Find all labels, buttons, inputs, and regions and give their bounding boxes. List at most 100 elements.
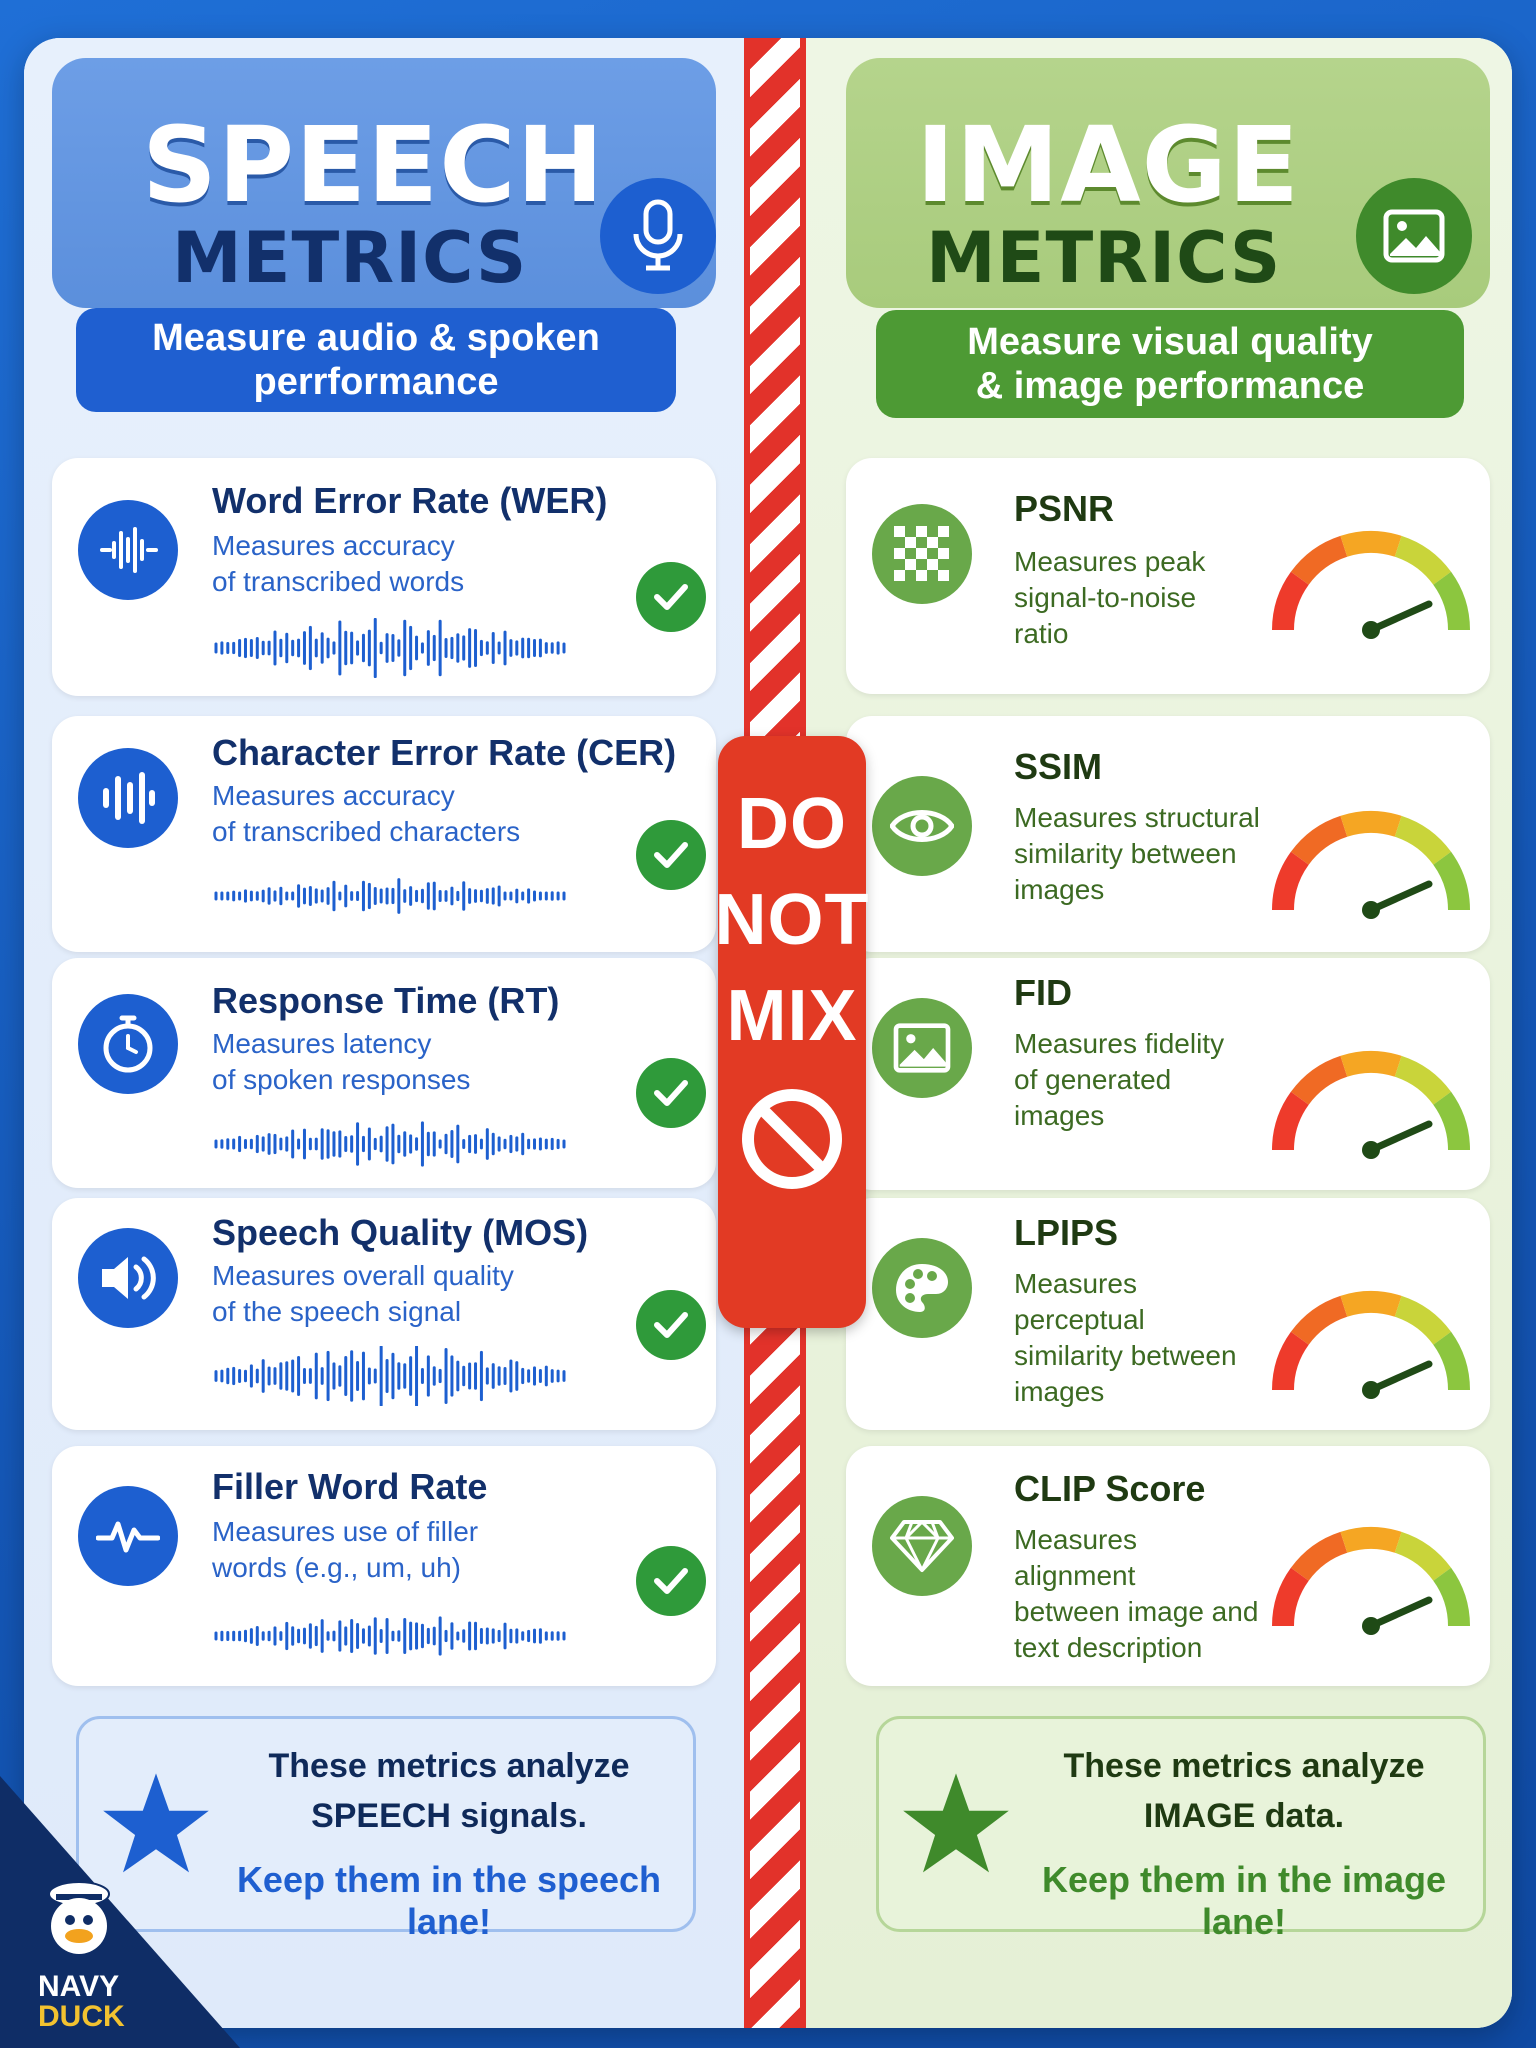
badge-line2: DUCK (38, 2000, 125, 2033)
speech-tagline-line1: Measure audio & spoken (152, 317, 600, 359)
metric-desc-line: similarity between (1014, 838, 1237, 869)
star-icon (903, 1773, 1009, 1873)
gauge-segment (1394, 815, 1452, 866)
footer-line: IMAGE data. (1143, 1797, 1345, 1835)
metric-card-ssim: SSIM Measures structural similarity betwe… (846, 716, 1490, 952)
speech-header: SPEECH METRICS (52, 58, 716, 308)
check-icon (636, 1546, 706, 1616)
gauge-segment (1290, 1531, 1348, 1582)
metric-title: Speech Quality (MOS) (212, 1212, 589, 1253)
image-subtitle-word: METRICS (926, 217, 1282, 299)
picture-icon (872, 998, 972, 1098)
gauge-segment (1340, 1527, 1402, 1553)
metric-desc-line: Measures accuracy (212, 780, 455, 811)
metric-title: FID (1014, 972, 1072, 1013)
check-icon (636, 1290, 706, 1360)
footer-line: These metrics analyze (268, 1747, 630, 1785)
gauge-icon (1272, 1291, 1470, 1399)
speech-tagline-line2: perrformance (253, 361, 499, 403)
metric-description: Measures accuracy of transcribed words (212, 528, 542, 600)
gauge-segment (1340, 1291, 1402, 1317)
metric-title: PSNR (1014, 488, 1115, 529)
sign-word: DO (737, 784, 847, 864)
metric-desc-line: Measures structural (1014, 802, 1260, 833)
metric-desc-line: images (1014, 1100, 1105, 1131)
footer-line: SPEECH signals. (311, 1797, 587, 1835)
metric-desc-line: Measures use of filler (212, 1516, 479, 1547)
metric-description: Measures structural similarity between ima… (1014, 800, 1264, 908)
footer-callout: Keep them in the image lane! (1041, 1859, 1447, 1942)
footer-line: These metrics analyze (1063, 1747, 1425, 1785)
footer-callout: Keep them in the speech lane! (236, 1859, 662, 1942)
metric-title: CLIP Score (1014, 1468, 1206, 1509)
metric-desc-line: words (e.g., um, uh) (212, 1552, 461, 1583)
check-icon (636, 820, 706, 890)
metric-card-lpips: LPIPS Measures perceptual similarity betw… (846, 1198, 1490, 1430)
audio-waveform (214, 1616, 566, 1656)
metric-card-filler: Filler Word Rate Measures use of filler w… (52, 1446, 716, 1686)
audio-waveform (214, 618, 566, 678)
gauge-icon (1272, 531, 1470, 639)
metric-desc-line: Measures latency (212, 1028, 432, 1059)
gauge-segment (1290, 1055, 1348, 1106)
metric-desc-line: signal-to-noise (1014, 582, 1197, 613)
gauge-hub (1362, 1617, 1380, 1635)
sound-bars-icon (78, 748, 178, 848)
gauge-segment (1340, 811, 1402, 837)
metric-desc-line: Measures perceptual (1014, 1268, 1145, 1335)
metric-card-psnr: PSNR Measures peak signal-to-noise ratio (846, 458, 1490, 694)
metric-card-fid: FID Measures fidelity of generated images (846, 958, 1490, 1190)
metric-title: Filler Word Rate (212, 1466, 488, 1507)
metric-desc-line: of transcribed characters (212, 816, 521, 847)
waveform-icon (78, 500, 178, 600)
audio-waveform (214, 1346, 566, 1406)
gauge-segment (1433, 851, 1470, 911)
metric-card-wer: Word Error Rate (WER) Measures accuracy o… (52, 458, 716, 696)
metric-desc-line: Measures overall quality (212, 1260, 514, 1291)
metric-description: Measures overall quality of the speech si… (212, 1258, 542, 1330)
infographic-frame: SPEECH METRICS Measure audio & spoken per… (24, 38, 1512, 2028)
metric-description: Measures perceptual similarity between ima… (1014, 1266, 1264, 1410)
gauge-hub (1362, 621, 1380, 639)
eye-icon (872, 776, 972, 876)
gauge-icon (1272, 1051, 1470, 1159)
gauge-segment (1272, 571, 1309, 631)
speaker-icon (78, 1228, 178, 1328)
gauge-segment (1272, 851, 1309, 911)
prohibited-icon (742, 1089, 842, 1189)
metric-description: Measures alignment between image and text … (1014, 1522, 1264, 1666)
metric-desc-line: Measures alignment (1014, 1524, 1137, 1591)
sign-word: MIX (726, 976, 858, 1056)
gauge-segment (1290, 815, 1348, 866)
gauge-needle (1367, 880, 1433, 914)
gauge-needle (1367, 600, 1433, 634)
gauge-segment (1394, 1531, 1452, 1582)
metric-desc-line: similarity between (1014, 1340, 1237, 1371)
gauge-segment (1340, 1051, 1402, 1077)
metric-description: Measures fidelity of generated images (1014, 1026, 1264, 1134)
diamond-icon (872, 1496, 972, 1596)
gauge-icon (1272, 811, 1470, 919)
gauge-segment (1433, 1091, 1470, 1151)
duck-mascot-icon (48, 1881, 110, 1954)
gauge-needle (1367, 1596, 1433, 1630)
metric-card-clip: CLIP Score Measures alignment between ima… (846, 1446, 1490, 1686)
metric-card-rt: Response Time (RT) Measures latency of sp… (52, 958, 716, 1188)
gauge-segment (1272, 1567, 1309, 1627)
palette-icon (872, 1238, 972, 1338)
speech-subtitle-word: METRICS (172, 217, 528, 299)
gauge-segment (1290, 535, 1348, 586)
gauge-segment (1272, 1091, 1309, 1151)
stopwatch-icon (78, 994, 178, 1094)
gauge-segment (1433, 1331, 1470, 1391)
metric-description: Measures peak signal-to-noise ratio (1014, 544, 1264, 652)
check-icon (636, 562, 706, 632)
do-not-mix-sign: DO NOT MIX (715, 736, 869, 1328)
metric-desc-line: of spoken responses (212, 1064, 471, 1095)
image-tagline-line2: & image performance (975, 365, 1365, 407)
metric-desc-line: ratio (1014, 618, 1069, 649)
metric-desc-line: Measures peak (1014, 546, 1206, 577)
gauge-segment (1394, 1055, 1452, 1106)
metric-title: SSIM (1014, 746, 1103, 787)
gauge-hub (1362, 901, 1380, 919)
